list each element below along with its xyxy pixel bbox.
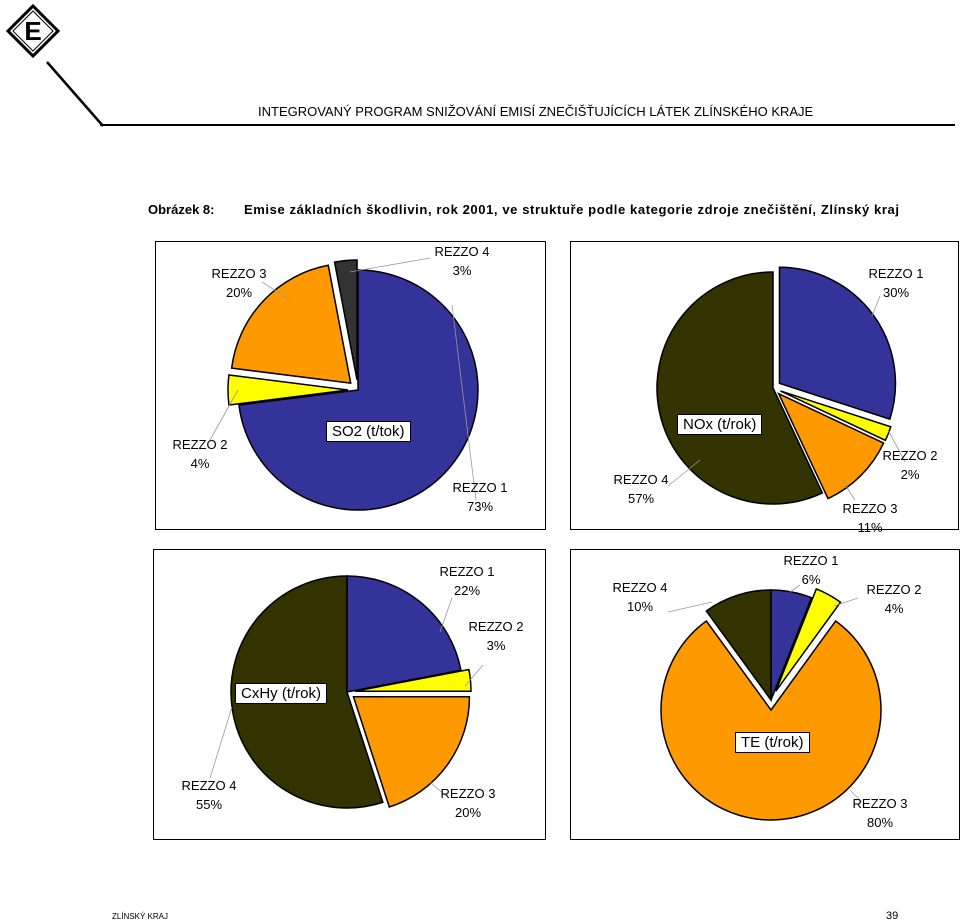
- data-label-name: REZZO 3: [852, 796, 908, 811]
- leader-line-cxhy-2: [464, 664, 484, 687]
- data-label-name: REZZO 1: [452, 480, 508, 495]
- pie-label-te-rezzo1: REZZO 1 6%: [784, 551, 839, 589]
- pie-slice-nox-rezzo1: [778, 266, 897, 421]
- pie-slice-te-rezzo2: [775, 587, 842, 692]
- data-label-name: REZZO 2: [468, 619, 524, 634]
- footer-region: ZLÍNSKÝ KRAJ: [112, 912, 169, 921]
- leader-line-te-2: [833, 597, 859, 607]
- logo-diamond: [5, 3, 61, 59]
- chart-title-so2: SO2 (t/tok): [326, 421, 411, 442]
- logo: E: [5, 3, 104, 127]
- data-label-pct: 3%: [486, 638, 506, 653]
- data-label-name: REZZO 3: [842, 501, 898, 516]
- leader-line-so2-2: [209, 389, 239, 441]
- pie-slice-cxhy-rezzo1: [346, 575, 462, 693]
- leader-line-cxhy-1: [439, 597, 453, 633]
- leader-line-nox-3: [841, 479, 856, 501]
- pie-slice-cxhy-rezzo3: [352, 695, 471, 808]
- chart-title-te: TE (t/rok): [735, 732, 810, 753]
- data-label-pct: 10%: [626, 599, 654, 614]
- pie-slice-so2-rezzo1: [238, 269, 479, 511]
- pie-label-cxhy-rezzo3: REZZO 3 20%: [441, 784, 496, 822]
- pie-slice-te-rezzo4: [705, 589, 772, 703]
- pie-label-nox-rezzo4: REZZO 4 57%: [614, 470, 669, 508]
- pie-slice-te-rezzo3: [660, 619, 882, 821]
- data-label-pct: 4%: [190, 456, 210, 471]
- data-label-pct: 80%: [866, 815, 894, 830]
- data-label-pct: 22%: [453, 583, 481, 598]
- data-label-pct: 4%: [884, 601, 904, 616]
- pie-slice-so2-rezzo2: [227, 374, 349, 406]
- data-label-name: REZZO 1: [439, 564, 495, 579]
- pie-label-cxhy-rezzo2: REZZO 2 3%: [469, 617, 524, 655]
- data-label-name: REZZO 3: [211, 266, 267, 281]
- pie-label-so2-rezzo3: REZZO 3 20%: [212, 264, 267, 302]
- data-label-pct: 55%: [195, 797, 223, 812]
- pie-label-so2-rezzo2: REZZO 2 4%: [173, 435, 228, 473]
- data-label-name: REZZO 4: [613, 472, 669, 487]
- leader-line-so2-1: [451, 304, 477, 501]
- chart-title-nox: NOx (t/rok): [677, 414, 763, 435]
- data-label-pct: 11%: [857, 520, 883, 535]
- pie-label-so2-rezzo1: REZZO 1 73%: [453, 478, 508, 516]
- data-label-name: REZZO 4: [181, 778, 237, 793]
- data-label-pct: 3%: [452, 263, 472, 278]
- data-label-name: REZZO 2: [866, 582, 922, 597]
- leader-line-so2-4: [349, 257, 431, 273]
- data-label-name: REZZO 2: [882, 448, 938, 463]
- data-label-pct: 20%: [454, 805, 482, 820]
- pie-label-nox-rezzo1: REZZO 1 30%: [869, 264, 924, 302]
- figure-caption-text: Emise základních škodlivin, rok 2001, ve…: [244, 202, 900, 217]
- leader-line-nox-2: [887, 429, 906, 463]
- leader-line-so2-3: [261, 281, 291, 301]
- pie-label-cxhy-rezzo4: REZZO 4 55%: [182, 776, 237, 814]
- figure-caption-label: Obrázek 8:: [148, 202, 215, 217]
- data-label-pct: 73%: [466, 499, 494, 514]
- leader-line-nox-1: [871, 295, 881, 317]
- data-label-name: REZZO 1: [783, 553, 839, 568]
- pie-label-cxhy-rezzo1: REZZO 1 22%: [440, 562, 495, 600]
- pie-label-te-rezzo4: REZZO 4 10%: [613, 578, 668, 616]
- pie-slice-cxhy-rezzo2: [354, 668, 472, 692]
- pie-slice-nox-rezzo2: [780, 390, 892, 442]
- data-label-name: REZZO 3: [440, 786, 496, 801]
- data-label-pct: 20%: [225, 285, 253, 300]
- document-title: INTEGROVANÝ PROGRAM SNIŽOVÁNÍ EMISÍ ZNEČ…: [258, 104, 814, 119]
- pie-label-te-rezzo3: REZZO 3 80%: [853, 794, 908, 832]
- chart-title-cxhy: CxHy (t/rok): [235, 683, 327, 704]
- leader-line-te-1: [789, 584, 801, 593]
- pie-slice-so2-rezzo4: [333, 259, 358, 381]
- data-label-name: REZZO 1: [868, 266, 924, 281]
- leader-line-cxhy-4: [209, 706, 233, 779]
- pie-slice-nox-rezzo4: [656, 271, 824, 505]
- leader-line-cxhy-3: [429, 781, 447, 797]
- leader-line-te-4: [667, 601, 713, 613]
- data-label-pct: 6%: [801, 572, 821, 587]
- logo-letter: E: [24, 16, 41, 46]
- pie-label-nox-rezzo3: REZZO 3 11%: [843, 499, 898, 537]
- data-label-name: REZZO 2: [172, 437, 228, 452]
- leader-line-nox-4: [667, 459, 701, 487]
- header-rule: [100, 124, 955, 126]
- pie-label-te-rezzo2: REZZO 2 4%: [867, 580, 922, 618]
- pie-slice-so2-rezzo3: [230, 264, 352, 385]
- data-label-name: REZZO 4: [612, 580, 668, 595]
- data-label-pct: 2%: [900, 467, 920, 482]
- page-number: 39: [886, 910, 899, 922]
- logo-diagonal: [46, 61, 104, 127]
- data-label-pct: 30%: [882, 285, 910, 300]
- leader-line-te-3: [849, 789, 863, 803]
- pie-label-nox-rezzo2: REZZO 2 2%: [883, 446, 938, 484]
- data-label-name: REZZO 4: [434, 244, 490, 259]
- pie-slice-nox-rezzo3: [777, 392, 885, 500]
- pie-label-so2-rezzo4: REZZO 4 3%: [435, 242, 490, 280]
- data-label-pct: 57%: [627, 491, 655, 506]
